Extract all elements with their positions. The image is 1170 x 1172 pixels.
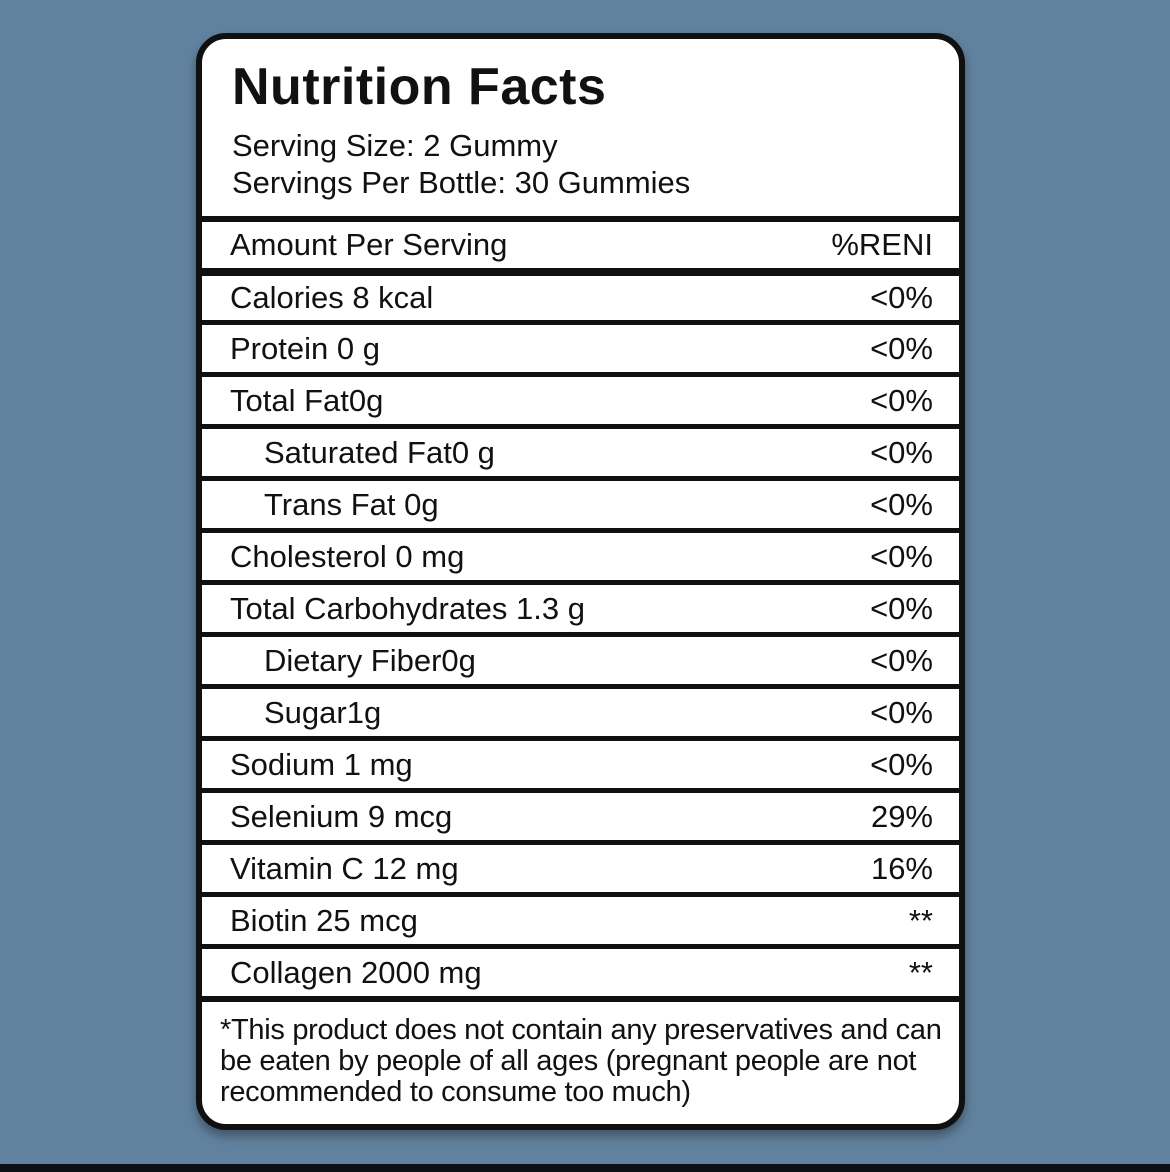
- nutrient-name: Selenium 9 mcg: [230, 798, 453, 834]
- label-header: Nutrition Facts Serving Size: 2 Gummy Se…: [202, 39, 959, 216]
- nutrition-facts-label: Nutrition Facts Serving Size: 2 Gummy Se…: [196, 33, 965, 1130]
- table-rows: Calories 8 kcal <0% Protein 0 g <0% Total Fa…: [202, 268, 959, 996]
- amount-per-serving-header: Amount Per Serving: [230, 227, 508, 262]
- nutrient-name: Biotin 25 mcg: [230, 902, 418, 938]
- servings-per-bottle-text: Servings Per Bottle: 30 Gummies: [232, 165, 691, 200]
- nutrient-name: Trans Fat 0g: [264, 486, 439, 522]
- nutrient-value: <0%: [870, 746, 933, 782]
- footnote-text: *This product does not contain any prese…: [220, 1014, 942, 1108]
- nutrient-value: <0%: [870, 330, 933, 366]
- nutrient-name: Vitamin C 12 mg: [230, 850, 459, 886]
- nutrient-name: Sodium 1 mg: [230, 746, 413, 782]
- table-row: Calories 8 kcal <0%: [202, 268, 959, 320]
- table-header-row: Amount Per Serving %RENI: [202, 216, 959, 268]
- nutrient-name: Protein 0 g: [230, 330, 380, 366]
- table-row: Vitamin C 12 mg 16%: [202, 840, 959, 892]
- nutrient-value: **: [908, 902, 933, 938]
- table-row: Saturated Fat0 g <0%: [202, 424, 959, 476]
- table-row: Total Fat0g <0%: [202, 372, 959, 424]
- nutrient-value: <0%: [870, 538, 933, 574]
- table-row: Selenium 9 mcg 29%: [202, 788, 959, 840]
- table-row: Total Carbohydrates 1.3 g <0%: [202, 580, 959, 632]
- nutrition-table: Amount Per Serving %RENI Calories 8 kcal…: [202, 216, 959, 996]
- table-row: Protein 0 g <0%: [202, 320, 959, 372]
- nutrient-value: <0%: [870, 642, 933, 678]
- nutrient-name: Total Carbohydrates 1.3 g: [230, 590, 585, 626]
- table-row: Sugar1g <0%: [202, 684, 959, 736]
- nutrient-name: Total Fat0g: [230, 382, 384, 418]
- nutrient-name: Cholesterol 0 mg: [230, 538, 465, 574]
- nutrient-value: <0%: [870, 434, 933, 470]
- nutrient-name: Collagen 2000 mg: [230, 954, 482, 990]
- nutrient-value: <0%: [870, 486, 933, 522]
- table-row: Cholesterol 0 mg <0%: [202, 528, 959, 580]
- letterbox-bar: [0, 1164, 1170, 1172]
- nutrient-name: Sugar1g: [264, 694, 382, 730]
- percent-reni-header: %RENI: [831, 227, 933, 262]
- nutrient-value: <0%: [870, 694, 933, 730]
- table-row: Collagen 2000 mg **: [202, 944, 959, 996]
- serving-size-text: Serving Size: 2 Gummy: [232, 128, 558, 163]
- footnote-section: *This product does not contain any prese…: [202, 996, 959, 1124]
- nutrient-value: <0%: [870, 280, 933, 315]
- table-row: Biotin 25 mcg **: [202, 892, 959, 944]
- nutrient-name: Saturated Fat0 g: [264, 434, 495, 470]
- nutrient-value: <0%: [870, 590, 933, 626]
- nutrient-name: Calories 8 kcal: [230, 280, 434, 315]
- table-row: Trans Fat 0g <0%: [202, 476, 959, 528]
- nutrient-value: **: [908, 954, 933, 990]
- nutrient-value: 29%: [870, 798, 933, 834]
- nutrient-name: Dietary Fiber0g: [264, 642, 476, 678]
- table-row: Sodium 1 mg <0%: [202, 736, 959, 788]
- nutrient-value: <0%: [870, 382, 933, 418]
- nutrient-value: 16%: [870, 850, 933, 886]
- label-title: Nutrition Facts: [232, 58, 607, 116]
- table-row: Dietary Fiber0g <0%: [202, 632, 959, 684]
